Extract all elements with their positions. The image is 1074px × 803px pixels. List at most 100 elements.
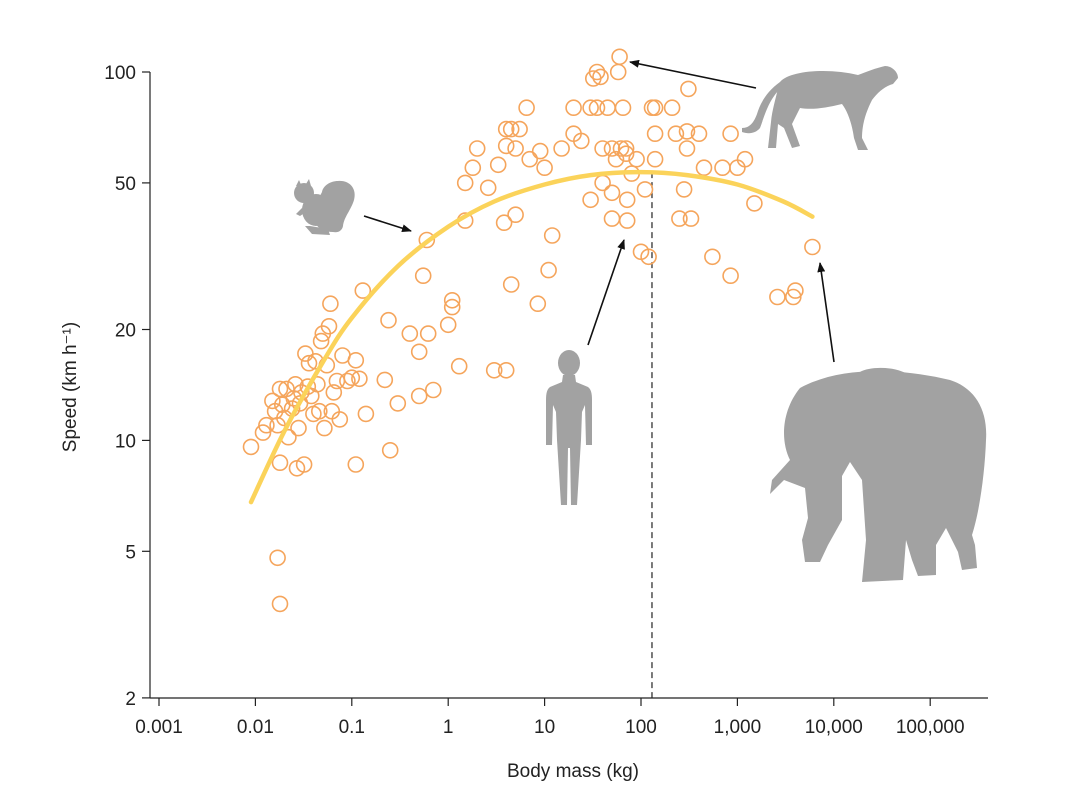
data-point (617, 140, 635, 157)
data-point (614, 99, 632, 116)
data-point (316, 419, 333, 437)
data-point (609, 63, 627, 81)
data-point (540, 261, 557, 279)
data-point (507, 206, 524, 223)
data-point (419, 325, 437, 342)
data-point (495, 214, 513, 231)
data-point (357, 405, 375, 423)
data-point (443, 298, 461, 316)
elephant-icon (770, 367, 987, 582)
y-tick-label: 50 (115, 174, 136, 195)
data-point (518, 99, 535, 116)
data-point (497, 120, 515, 138)
data-point (351, 370, 368, 388)
data-point (529, 295, 547, 313)
data-point (784, 288, 802, 306)
data-point (592, 68, 609, 86)
data-point (714, 159, 731, 176)
data-point (271, 595, 289, 613)
data-point (354, 282, 372, 299)
data-point (603, 140, 621, 157)
data-point (594, 174, 611, 192)
data-point (682, 210, 700, 227)
x-tick-label: 10,000 (805, 717, 863, 738)
data-point (643, 99, 661, 116)
data-point (543, 227, 561, 244)
data-point (536, 159, 553, 176)
data-point (424, 381, 442, 399)
data-point (804, 238, 821, 256)
x-tick-label: 100,000 (896, 717, 965, 738)
data-point (618, 212, 636, 229)
data-point (331, 411, 349, 428)
squirrel-icon (294, 179, 355, 235)
data-point (736, 150, 754, 168)
data-point (401, 325, 419, 342)
data-point (380, 311, 397, 329)
elephant-arrow (817, 262, 835, 363)
y-tick-label: 5 (125, 542, 136, 563)
data-point (646, 150, 664, 168)
data-point (646, 99, 664, 116)
data-point (410, 343, 428, 361)
data-point (646, 125, 664, 142)
data-point (258, 416, 275, 434)
data-point (704, 248, 721, 266)
data-point (722, 125, 739, 142)
data-point (599, 99, 616, 116)
data-point (339, 372, 356, 390)
data-point (671, 210, 688, 227)
data-point (582, 99, 599, 116)
data-point (322, 295, 339, 313)
x-tick-label: 0.01 (237, 717, 274, 738)
data-point (531, 142, 549, 160)
y-tick-label: 100 (104, 63, 136, 84)
y-axis-ticks: 2 5 10 20 50 100 (104, 63, 150, 710)
data-point (695, 159, 713, 176)
x-tick-label: 0.001 (135, 717, 183, 738)
data-point (588, 63, 606, 81)
data-point (565, 99, 582, 116)
data-point (414, 267, 432, 285)
data-point (310, 402, 328, 420)
data-point (618, 191, 636, 209)
x-axis-title: Body mass (kg) (507, 761, 639, 782)
data-point (450, 357, 468, 375)
data-point (269, 549, 286, 567)
data-point (497, 137, 515, 155)
x-tick-label: 0.1 (339, 717, 365, 738)
data-point (381, 441, 399, 459)
data-point (479, 179, 497, 197)
data-point (746, 195, 763, 212)
data-point (242, 438, 260, 456)
data-point (553, 140, 570, 157)
data-point (582, 191, 599, 209)
data-point (347, 351, 365, 369)
data-point (300, 354, 318, 372)
data-point (485, 361, 503, 379)
data-point (468, 140, 486, 157)
data-point (254, 424, 272, 441)
data-point (667, 125, 685, 142)
data-point (489, 156, 507, 174)
data-point (325, 384, 343, 401)
data-point (636, 181, 654, 198)
y-axis-title: Speed (km h⁻¹) (60, 322, 81, 452)
x-tick-label: 100 (625, 717, 657, 738)
data-point (572, 132, 590, 150)
data-point (521, 150, 539, 168)
y-tick-label: 10 (115, 431, 136, 452)
data-point (312, 332, 330, 350)
human-arrow (587, 239, 625, 346)
data-point (607, 150, 625, 168)
data-point (291, 395, 309, 412)
data-point (690, 125, 708, 142)
data-point (264, 392, 281, 410)
data-point (588, 99, 606, 116)
data-point (611, 48, 628, 66)
squirrel-arrow (363, 215, 412, 233)
data-point (628, 150, 645, 168)
data-point (722, 267, 739, 285)
data-point (603, 210, 621, 227)
